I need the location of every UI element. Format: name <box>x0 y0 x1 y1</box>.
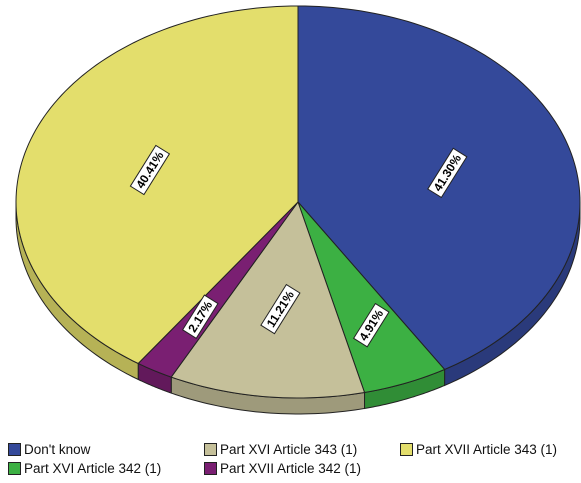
legend-swatch <box>8 462 21 475</box>
slice-label-box <box>129 144 171 196</box>
pie-slice-part-xvi-article-342-1 <box>297 201 446 394</box>
legend-label: Part XVI Article 342 (1) <box>24 461 162 476</box>
pie-chart: 41.30%4.91%11.21%2.17%40.41% <box>15 5 581 415</box>
legend-swatch <box>204 462 217 475</box>
legend-swatch <box>400 443 413 456</box>
legend-label: Don't know <box>24 442 91 457</box>
pie-depth <box>15 201 581 415</box>
legend-swatch <box>8 443 21 456</box>
slice-label-box <box>352 302 390 348</box>
legend-item-dont-know: Don't know <box>8 442 204 457</box>
slice-label-box <box>427 147 468 199</box>
pie-slice-part-xvii-article-343-1 <box>15 5 299 365</box>
legend-label: Part XVII Article 343 (1) <box>416 442 558 457</box>
legend-item-part-xvii-article-343: Part XVII Article 343 (1) <box>400 442 557 457</box>
slice-label-box <box>260 283 301 335</box>
legend-label: Part XVII Article 342 (1) <box>220 461 362 476</box>
legend-item-part-xvi-article-343: Part XVI Article 343 (1) <box>204 442 400 457</box>
pie-slice-part-xvii-article-342-1 <box>137 201 299 378</box>
pie-slice-part-xvi-article-343-1 <box>170 200 366 399</box>
legend-item-part-xvii-article-342: Part XVII Article 342 (1) <box>204 461 361 476</box>
slice-label-box <box>181 294 219 340</box>
legend: Don't know Part XVI Article 343 (1) Part… <box>8 440 581 478</box>
legend-label: Part XVI Article 343 (1) <box>220 442 358 457</box>
legend-row-1: Don't know Part XVI Article 343 (1) Part… <box>8 440 581 459</box>
legend-swatch <box>204 443 217 456</box>
pie-top <box>15 5 581 399</box>
legend-item-part-xvi-article-342: Part XVI Article 342 (1) <box>8 461 204 476</box>
legend-row-2: Part XVI Article 342 (1) Part XVII Artic… <box>8 459 581 478</box>
